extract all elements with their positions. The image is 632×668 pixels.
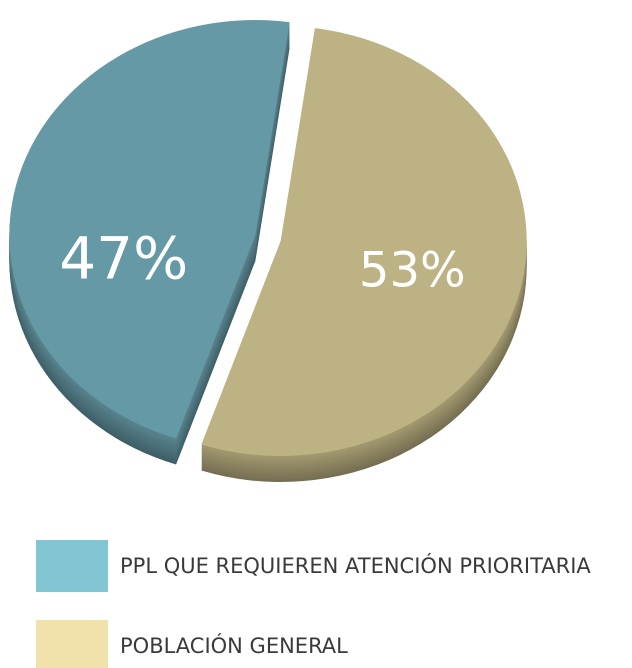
slice	[201, 28, 527, 457]
value-label: 47%	[59, 225, 188, 293]
slice	[9, 19, 290, 439]
legend-swatch	[36, 540, 108, 592]
legend-swatch	[36, 620, 108, 668]
legend-label: PPL QUE REQUIEREN ATENCIÓN PRIORITARIA	[120, 553, 591, 578]
value-label: 53%	[359, 242, 466, 298]
legend-label: POBLACIÓN GENERAL	[120, 633, 348, 658]
